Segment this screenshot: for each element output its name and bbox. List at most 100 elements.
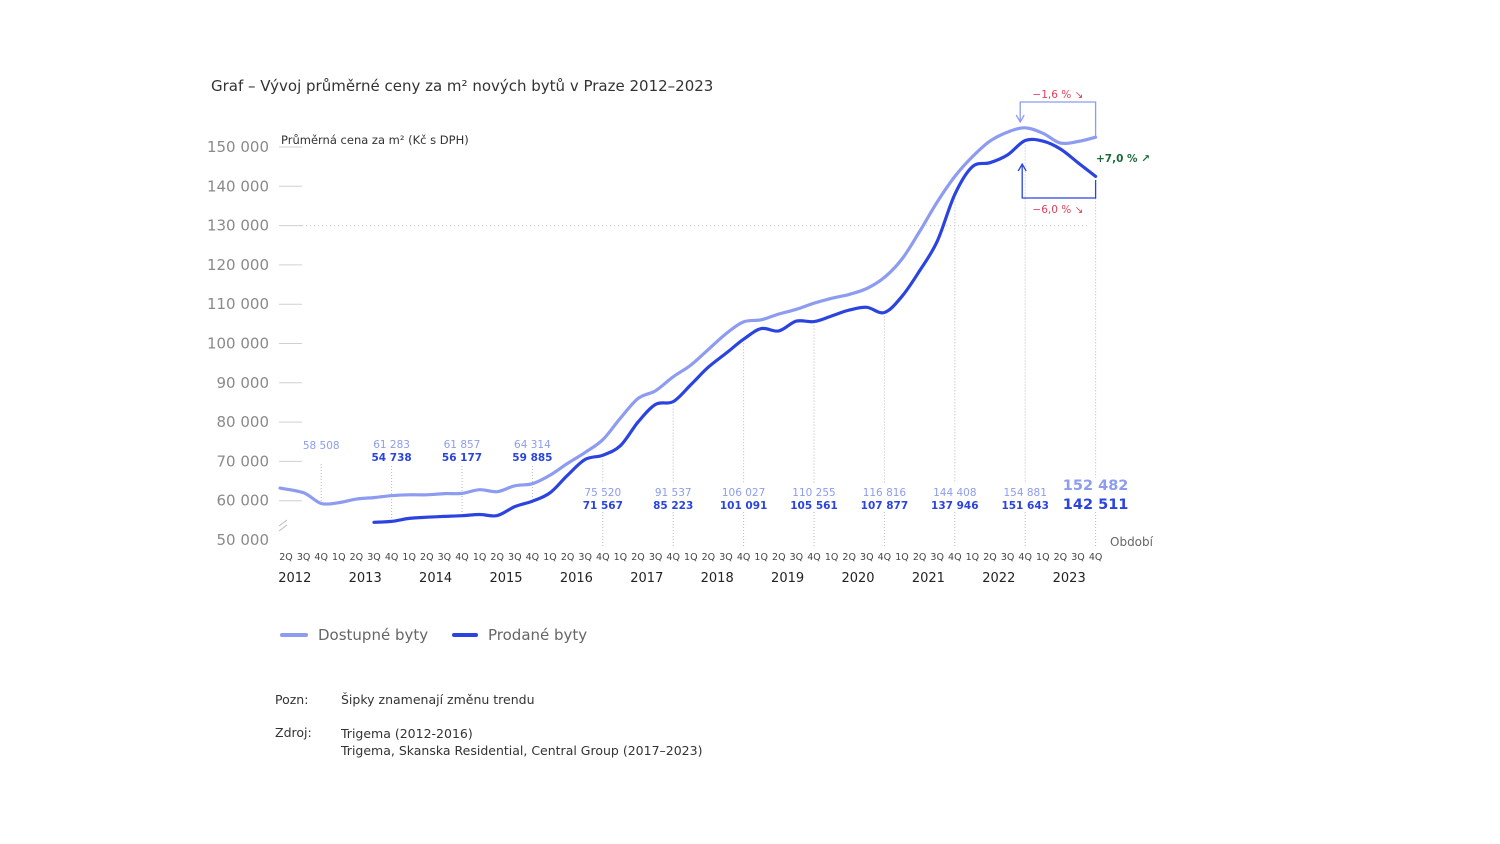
y-tick-label: 80 000 [217,413,270,431]
sold-value-label: 151 643 [1001,500,1049,512]
x-year-label: 2012 [278,571,311,586]
available-value-label: 154 881 [1003,487,1046,499]
sold-value-label: 85 223 [653,500,693,512]
available-value-label: 116 816 [863,487,907,499]
x-tick-label: 2Q [913,552,927,563]
x-year-label: 2019 [771,571,804,586]
note-text: Šipky znamenají změnu trendu [341,692,535,707]
x-tick-label: 4Q [1018,552,1032,563]
y-tick-label: 50 000 [217,531,270,549]
sold-value-label: 142 511 [1063,497,1129,513]
legend-label-sold: Prodané byty [488,626,587,644]
x-tick-label: 1Q [895,552,909,563]
x-tick-label: 2Q [631,552,645,563]
x-tick-label: 2Q [1054,552,1068,563]
legend-label-available: Dostupné byty [318,626,428,644]
y-tick-label: 120 000 [207,256,269,274]
x-tick-label: 1Q [825,552,839,563]
available-value-label: 58 508 [303,440,340,452]
x-year-label: 2016 [560,571,593,586]
x-tick-label: 4Q [314,552,328,563]
x-tick-label: 2Q [279,552,293,563]
source-row: Zdroj: Trigema (2012-2016) Trigema, Skan… [275,725,702,759]
available-value-label: 61 283 [373,439,410,451]
x-tick-label: 4Q [596,552,610,563]
x-tick-label: 3Q [438,552,452,563]
x-tick-label: 3Q [297,552,311,563]
x-tick-label: 1Q [402,552,416,563]
source-list: Trigema (2012-2016) Trigema, Skanska Res… [341,725,702,759]
x-year-label: 2018 [701,571,734,586]
sold-value-label: 101 091 [720,500,768,512]
note-row: Pozn: Šipky znamenají změnu trendu [275,692,702,707]
source-key: Zdroj: [275,725,312,740]
x-year-label: 2015 [489,571,522,586]
x-tick-label: 3Q [508,552,522,563]
axis-break-mark [278,524,288,532]
available-value-label: 106 027 [722,487,765,499]
x-tick-label: 4Q [455,552,469,563]
x-tick-label: 1Q [473,552,487,563]
x-tick-label: 2Q [350,552,364,563]
x-tick-label: 3Q [578,552,592,563]
x-tick-label: 4Q [666,552,680,563]
x-tick-label: 1Q [1036,552,1050,563]
x-year-label: 2014 [419,571,452,586]
y-tick-label: 100 000 [207,335,269,353]
x-tick-label: 3Q [719,552,733,563]
x-tick-label: 2Q [842,552,856,563]
x-tick-label: 3Q [649,552,663,563]
y-tick-label: 140 000 [207,177,269,195]
x-tick-label: 1Q [754,552,768,563]
x-tick-label: 3Q [367,552,381,563]
chart-title: Graf – Vývoj průměrné ceny za m² nových … [211,77,713,95]
legend: Dostupné byty Prodané byty [280,626,587,644]
x-tick-label: 4Q [385,552,399,563]
series-line-sold [372,137,1098,524]
bracket-available [1019,101,1097,136]
y-tick-label: 90 000 [217,374,270,392]
y-tick-label: 150 000 [207,138,269,156]
sold-value-label: 71 567 [583,500,623,512]
available-value-label: 75 520 [584,487,621,499]
x-tick-label: 3Q [1071,552,1085,563]
x-tick-label: 1Q [543,552,557,563]
x-tick-label: 2Q [772,552,786,563]
source-line: Trigema (2012-2016) [341,726,473,741]
x-tick-label: 2Q [420,552,434,563]
bracket-sold [1021,164,1097,199]
x-tick-label: 4Q [807,552,821,563]
x-tick-label: 1Q [966,552,980,563]
y-axis-label: Průměrná cena za m² (Kč s DPH) [281,133,469,147]
x-year-label: 2013 [349,571,382,586]
x-tick-label: 2Q [490,552,504,563]
x-tick-label: 3Q [860,552,874,563]
available-value-label: 61 857 [444,439,481,451]
x-tick-label: 3Q [790,552,804,563]
x-tick-label: 1Q [614,552,628,563]
sold-value-label: 105 561 [790,500,838,512]
note-key: Pozn: [275,692,309,707]
sold-value-label: 56 177 [442,452,482,464]
source-line: Trigema, Skanska Residential, Central Gr… [341,743,703,758]
x-tick-label: 3Q [1001,552,1015,563]
x-year-label: 2023 [1053,571,1086,586]
x-tick-label: 1Q [332,552,346,563]
axis-break-mark [278,519,288,527]
sold-value-label: 59 885 [512,452,552,464]
x-tick-label: 4Q [737,552,751,563]
x-tick-label: 1Q [684,552,698,563]
x-tick-label: 3Q [930,552,944,563]
sold-value-label: 137 946 [931,500,979,512]
sold-value-label: 54 738 [372,452,412,464]
arrow-available [1015,114,1025,124]
available-value-label: 91 537 [655,487,692,499]
series-line-available [278,126,1098,506]
x-tick-label: 4Q [1089,552,1103,563]
sold-value-label: 107 877 [861,500,909,512]
y-tick-label: 70 000 [217,452,270,470]
x-year-label: 2017 [630,571,663,586]
x-tick-label: 2Q [702,552,716,563]
notes: Pozn: Šipky znamenají změnu trendu Zdroj… [275,692,702,777]
